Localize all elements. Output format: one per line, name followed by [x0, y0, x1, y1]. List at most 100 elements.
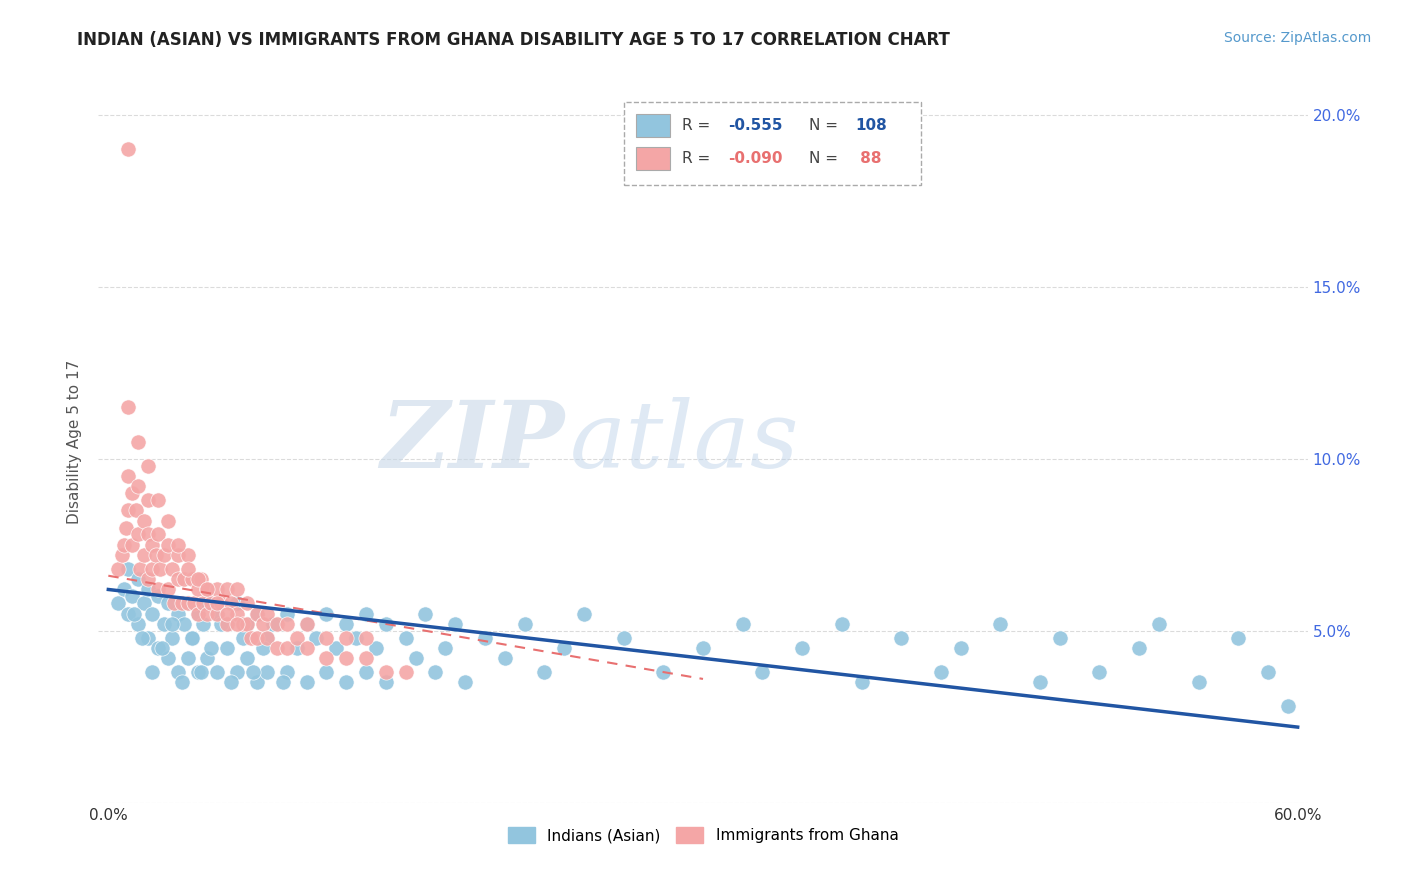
- Point: [295, 616, 318, 631]
- Point: [197, 651, 219, 665]
- Point: [117, 562, 139, 576]
- Point: [252, 616, 274, 631]
- Point: [183, 596, 205, 610]
- Point: [166, 572, 188, 586]
- Point: [335, 675, 357, 690]
- Text: -0.090: -0.090: [728, 151, 783, 166]
- Point: [112, 582, 135, 597]
- Point: [180, 572, 202, 586]
- Point: [572, 607, 595, 621]
- Point: [236, 596, 259, 610]
- Point: [1187, 675, 1209, 690]
- Point: [652, 665, 675, 679]
- Point: [127, 572, 149, 586]
- Point: [193, 616, 215, 631]
- Point: [266, 640, 288, 655]
- Point: [335, 651, 357, 665]
- Y-axis label: Disability Age 5 to 17: Disability Age 5 to 17: [67, 359, 83, 524]
- Point: [354, 651, 377, 665]
- Point: [136, 631, 159, 645]
- Point: [186, 572, 208, 586]
- Point: [146, 590, 169, 604]
- Point: [226, 607, 249, 621]
- Point: [166, 538, 188, 552]
- Point: [193, 596, 215, 610]
- Point: [207, 607, 229, 621]
- Point: [121, 486, 143, 500]
- Point: [831, 616, 853, 631]
- Point: [141, 562, 163, 576]
- Point: [553, 640, 575, 655]
- Point: [751, 665, 773, 679]
- FancyBboxPatch shape: [637, 147, 671, 169]
- Point: [929, 665, 952, 679]
- Point: [141, 538, 163, 552]
- Point: [1227, 631, 1250, 645]
- Point: [236, 616, 259, 631]
- Point: [117, 607, 139, 621]
- Point: [240, 631, 263, 645]
- Point: [170, 596, 193, 610]
- Point: [613, 631, 636, 645]
- Point: [395, 665, 418, 679]
- Point: [107, 562, 129, 576]
- Point: [136, 493, 159, 508]
- Point: [325, 640, 347, 655]
- Point: [374, 665, 396, 679]
- Point: [146, 527, 169, 541]
- Point: [117, 469, 139, 483]
- Point: [415, 607, 437, 621]
- Point: [186, 582, 208, 597]
- Point: [160, 616, 183, 631]
- Point: [209, 596, 232, 610]
- Point: [285, 640, 308, 655]
- Point: [166, 607, 188, 621]
- Point: [166, 665, 188, 679]
- Point: [295, 616, 318, 631]
- Point: [236, 651, 259, 665]
- Point: [354, 607, 377, 621]
- Point: [145, 548, 167, 562]
- Point: [112, 538, 135, 552]
- Point: [176, 596, 198, 610]
- Point: [156, 596, 179, 610]
- Point: [252, 640, 274, 655]
- Text: R =: R =: [682, 151, 716, 166]
- Point: [1088, 665, 1111, 679]
- Point: [256, 631, 278, 645]
- Point: [1029, 675, 1052, 690]
- Point: [186, 665, 208, 679]
- Point: [132, 548, 155, 562]
- Text: 88: 88: [855, 151, 882, 166]
- Point: [315, 631, 337, 645]
- Point: [246, 607, 269, 621]
- Point: [141, 607, 163, 621]
- Point: [197, 582, 219, 597]
- Point: [219, 675, 242, 690]
- Point: [217, 607, 239, 621]
- Point: [156, 651, 179, 665]
- Point: [276, 616, 298, 631]
- Point: [131, 631, 153, 645]
- Point: [180, 631, 202, 645]
- Point: [186, 607, 208, 621]
- Point: [146, 640, 169, 655]
- Point: [146, 493, 169, 508]
- Point: [141, 665, 163, 679]
- Point: [232, 616, 254, 631]
- Point: [434, 640, 457, 655]
- Point: [454, 675, 477, 690]
- Point: [197, 607, 219, 621]
- Point: [374, 675, 396, 690]
- Point: [170, 675, 193, 690]
- Point: [405, 651, 427, 665]
- Point: [121, 590, 143, 604]
- Point: [117, 503, 139, 517]
- Point: [197, 596, 219, 610]
- Point: [163, 596, 186, 610]
- Point: [207, 665, 229, 679]
- Point: [276, 665, 298, 679]
- Point: [107, 596, 129, 610]
- Point: [285, 631, 308, 645]
- Point: [1277, 699, 1299, 714]
